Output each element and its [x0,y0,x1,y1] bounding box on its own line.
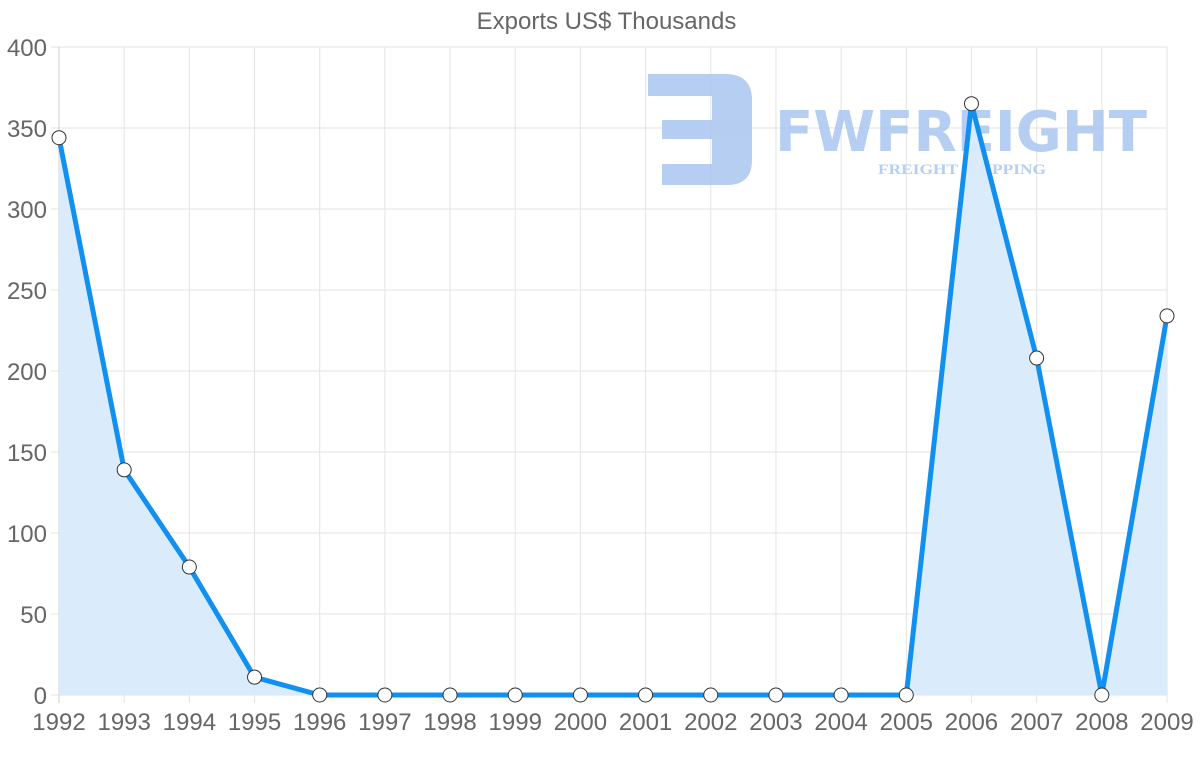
watermark-logo: FWFREIGHT FREIGHT SHIPPING [648,74,1147,185]
x-tick-label: 2004 [814,709,867,736]
data-point-2009[interactable] [1159,308,1175,324]
x-tick-label: 1996 [293,709,346,736]
data-point-2002[interactable] [703,687,719,703]
y-tick-label: 150 [7,440,47,467]
y-tick-label: 250 [7,278,47,305]
area-fill [59,103,1167,695]
x-tick-label: 1994 [163,709,216,736]
x-tick-label: 2005 [880,709,933,736]
data-point-1996[interactable] [312,687,328,703]
x-tick-label: 2007 [1010,709,1063,736]
x-tick-label: 2008 [1075,709,1128,736]
y-tick-label: 50 [20,602,47,629]
data-point-1995[interactable] [247,669,263,685]
x-tick-label: 2001 [619,709,672,736]
data-point-1992[interactable] [51,130,67,146]
x-axis: 1992 1993 1994 1995 1996 1997 1998 1999 2000 2001… [32,709,1193,736]
series-exports [51,96,1175,703]
data-point-1997[interactable] [377,687,393,703]
x-tick-label: 1998 [423,709,476,736]
data-point-2004[interactable] [833,687,849,703]
data-point-2008[interactable] [1094,687,1110,703]
chart-title: Exports US$ Thousands [476,8,737,35]
y-tick-label: 0 [34,683,47,710]
data-point-2000[interactable] [572,687,588,703]
data-point-2003[interactable] [768,687,784,703]
data-point-1994[interactable] [181,559,197,575]
series-line [56,103,1170,698]
x-tick-label: 1999 [489,709,542,736]
data-point-2007[interactable] [1029,350,1045,366]
x-tick-label: 2009 [1140,709,1193,736]
data-point-1998[interactable] [442,687,458,703]
y-tick-label: 350 [7,116,47,143]
y-tick-label: 400 [7,35,47,62]
data-point-2006[interactable] [963,96,979,112]
x-tick-label: 1997 [358,709,411,736]
y-tick-label: 100 [7,521,47,548]
x-tick-label: 1995 [228,709,281,736]
data-point-1993[interactable] [116,462,132,478]
x-tick-label: 2000 [554,709,607,736]
x-tick-label: 2006 [945,709,998,736]
x-tick-label: 1992 [32,709,85,736]
y-tick-label: 200 [7,359,47,386]
x-tick-label: 1993 [97,709,150,736]
x-tick-label: 2002 [684,709,737,736]
data-point-2001[interactable] [638,687,654,703]
y-axis: 0 50 100 150 200 250 300 350 400 [7,35,47,710]
data-point-2005[interactable] [898,687,914,703]
x-tick-label: 2003 [749,709,802,736]
y-tick-label: 300 [7,197,47,224]
watermark-brand: FWFREIGHT [775,100,1147,165]
data-point-1999[interactable] [507,687,523,703]
fw-logo-icon [648,74,752,185]
